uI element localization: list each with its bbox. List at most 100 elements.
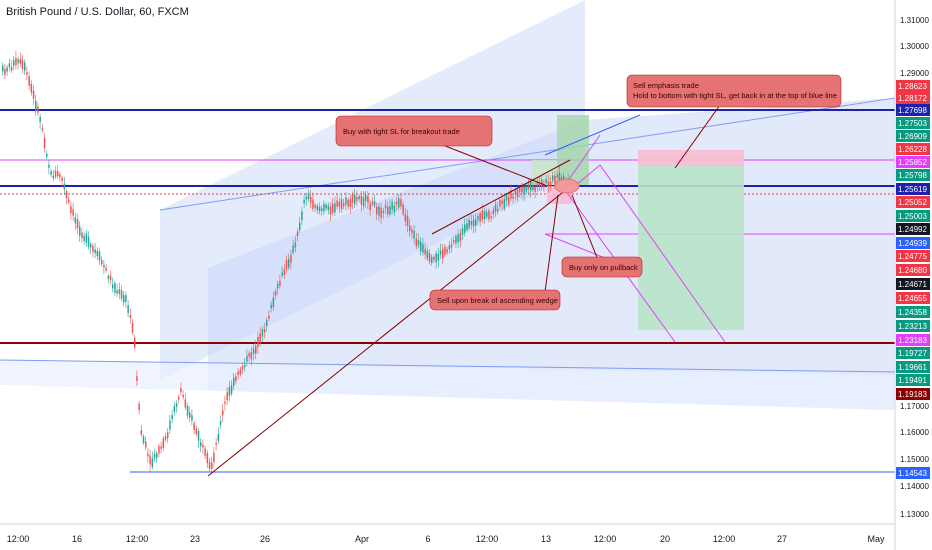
candle-body	[74, 217, 77, 224]
candle-body	[525, 186, 528, 192]
callout-2-pointer	[674, 104, 721, 169]
candle-body	[105, 267, 107, 271]
x-tick-label: 12:00	[7, 534, 30, 544]
price-badge: 1.28172	[896, 92, 930, 104]
y-tick-label: 1.15000	[900, 455, 929, 464]
candle-body	[552, 175, 554, 181]
candle-body	[444, 246, 446, 255]
candle-body	[422, 244, 424, 253]
price-badge-label: 1.25052	[898, 198, 927, 207]
candle-body	[2, 65, 4, 72]
candle-body	[200, 442, 202, 447]
candle-body	[21, 60, 24, 70]
candle-body	[189, 412, 191, 418]
candle-body	[534, 186, 536, 192]
price-badge-label: 1.26228	[898, 145, 927, 154]
candle-body	[519, 187, 521, 192]
candle-body	[424, 248, 426, 255]
x-tick-label: 12:00	[713, 534, 736, 544]
price-badge-label: 1.24671	[898, 280, 927, 289]
candle-body	[39, 116, 41, 122]
sell-target-box	[638, 166, 744, 330]
x-tick-label: May	[867, 534, 885, 544]
lower-channel-zone	[0, 360, 895, 410]
candle-body	[464, 224, 466, 233]
candle-body	[494, 204, 497, 212]
candle-body	[356, 196, 358, 201]
candle-body	[400, 199, 402, 207]
upper-channel-line	[159, 97, 896, 211]
price-badge-label: 1.27503	[898, 119, 927, 128]
pullback-marker	[554, 178, 580, 194]
candle-body	[433, 256, 435, 260]
price-badge: 1.14543	[896, 467, 930, 479]
candle-body	[261, 329, 264, 337]
candle-body	[59, 174, 61, 178]
candle-body	[301, 211, 303, 221]
price-badges: 1.28623 1.28172 1.27698 1.27503 1.26909 1.262…	[896, 80, 930, 479]
price-badge: 1.24680	[896, 264, 930, 276]
candle-body	[274, 291, 277, 296]
candle-body	[543, 183, 545, 187]
y-tick-label: 1.17000	[900, 402, 929, 411]
candle-body	[167, 432, 169, 438]
candle-body	[321, 208, 323, 211]
price-badge: 1.24992	[896, 223, 930, 235]
candle-body	[178, 396, 180, 400]
candle-body	[554, 175, 556, 184]
candle-body	[48, 164, 50, 168]
candle-body	[371, 201, 374, 205]
candle-body	[129, 315, 132, 318]
candle-body	[63, 183, 66, 190]
candle-body	[81, 232, 83, 238]
price-badge-label: 1.19183	[898, 390, 927, 399]
candle-body	[17, 59, 19, 64]
candle-body	[230, 385, 233, 394]
candle-body	[219, 421, 222, 425]
candle-body	[358, 196, 360, 200]
candle-body	[292, 245, 294, 253]
candle-body	[222, 410, 224, 416]
y-axis-ticks: 1.31000 1.30000 1.29000 1.17000 1.16000 1.150…	[900, 16, 929, 519]
candle-body	[523, 186, 525, 195]
price-badge: 1.24358	[896, 306, 930, 318]
candle-body	[208, 461, 211, 469]
candle-body	[123, 294, 125, 303]
y-tick-label: 1.31000	[900, 16, 929, 25]
candle-body	[299, 222, 301, 231]
price-badge-label: 1.25619	[898, 185, 927, 194]
candle-body	[98, 251, 101, 261]
price-badge-label: 1.19491	[898, 376, 927, 385]
candle-body	[479, 213, 481, 222]
candle-body	[318, 206, 321, 212]
candle-body	[307, 193, 310, 200]
candle-body	[360, 195, 363, 205]
price-badge-label: 1.24939	[898, 239, 927, 248]
y-tick-label: 1.30000	[900, 42, 929, 51]
candle-body	[270, 304, 272, 309]
candle-body	[101, 260, 103, 265]
price-badge: 1.23213	[896, 320, 930, 332]
candle-body	[15, 57, 17, 66]
candle-body	[158, 445, 160, 454]
candle-body	[61, 177, 63, 181]
candle-body	[68, 199, 70, 203]
price-badge-label: 1.28172	[898, 94, 927, 103]
price-badge: 1.26909	[896, 130, 930, 142]
candle-body	[428, 252, 431, 262]
candle-body	[83, 235, 85, 242]
candle-body	[470, 221, 473, 225]
candle-body	[508, 197, 510, 205]
candle-body	[140, 429, 143, 435]
candle-body	[345, 197, 347, 205]
candle-body	[538, 182, 541, 187]
price-badge: 1.23183	[896, 334, 930, 346]
candle-body	[252, 348, 255, 354]
candle-body	[527, 183, 530, 189]
candle-body	[475, 219, 477, 226]
candle-body	[547, 181, 550, 187]
candle-body	[393, 205, 396, 213]
candle-body	[450, 244, 453, 248]
price-badge: 1.19727	[896, 347, 930, 359]
candle-body	[512, 196, 514, 199]
